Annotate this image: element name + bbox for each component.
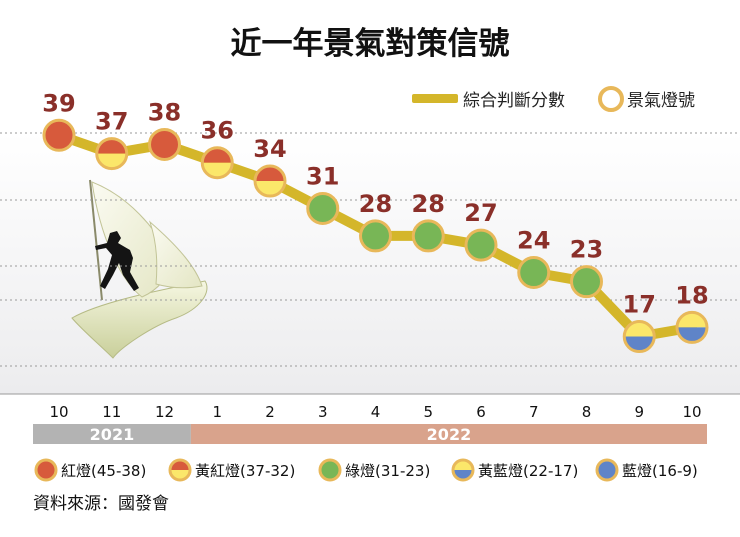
x-tick-label: 10 (682, 403, 701, 421)
data-point-red (42, 118, 76, 152)
year-label: 2022 (427, 425, 472, 444)
data-point-yellow-blue (622, 320, 656, 354)
data-point-yellow-red (200, 146, 234, 180)
data-label: 23 (570, 236, 603, 264)
legend: 綜合判斷分數 景氣燈號 (412, 86, 695, 112)
data-label: 17 (623, 291, 656, 319)
data-point-green (411, 219, 445, 253)
signal-key-item: 黃藍燈(22-17) (451, 458, 578, 482)
year-band (33, 424, 191, 444)
data-label: 37 (95, 108, 128, 136)
data-label: 28 (359, 190, 392, 218)
data-label: 34 (253, 135, 286, 163)
data-label: 39 (42, 89, 75, 117)
x-tick-label: 10 (49, 403, 68, 421)
signal-key-item: 綠燈(31-23) (318, 458, 430, 482)
x-tick-label: 6 (476, 403, 486, 421)
legend-marker-swatch (598, 86, 624, 112)
signal-key-label: 藍燈(16-9) (622, 462, 698, 480)
signal-key-item: 藍燈(16-9) (595, 458, 698, 482)
data-point-green (464, 228, 498, 262)
x-tick-label: 1 (212, 403, 222, 421)
x-tick-label: 11 (102, 403, 121, 421)
signal-key-label: 紅燈(45-38) (61, 462, 146, 480)
data-point-red (148, 127, 181, 161)
legend-marker-label: 景氣燈號 (627, 91, 695, 111)
chart-title: 近一年景氣對策信號 (231, 26, 510, 62)
year-label: 2021 (90, 425, 135, 444)
x-tick-label: 7 (529, 403, 539, 421)
signal-key-label: 綠燈(31-23) (345, 462, 430, 480)
sailboat-illustration (71, 179, 208, 359)
data-label: 31 (306, 162, 339, 190)
x-tick-label: 2 (265, 403, 275, 421)
data-point-green (570, 265, 603, 299)
x-tick-label: 3 (318, 403, 328, 421)
signal-key-item: 黃紅燈(37-32) (168, 458, 295, 482)
signal-key-label: 黃藍燈(22-17) (478, 462, 578, 480)
data-point-yellow-red (95, 137, 129, 171)
legend-line-swatch (412, 94, 458, 103)
year-band (190, 424, 707, 444)
data-label: 18 (675, 281, 708, 309)
data-label: 38 (148, 98, 181, 126)
data-point-yellow-red (253, 164, 287, 198)
data-label: 36 (201, 117, 234, 145)
x-tick-label: 9 (634, 403, 644, 421)
data-point-green (306, 191, 340, 225)
x-tick-label: 8 (582, 403, 592, 421)
x-tick-label: 12 (155, 403, 174, 421)
x-tick-label: 4 (371, 403, 381, 421)
data-point-green (359, 219, 392, 253)
data-point-yellow-blue (675, 310, 709, 344)
data-point-green (517, 256, 551, 290)
data-label: 24 (517, 227, 550, 255)
data-label: 28 (412, 190, 445, 218)
data-label: 27 (464, 199, 497, 227)
x-tick-label: 5 (423, 403, 433, 421)
source-note: 資料來源：國發會 (33, 494, 169, 514)
legend-line-label: 綜合判斷分數 (463, 91, 565, 111)
signal-key-label: 黃紅燈(37-32) (195, 462, 295, 480)
signal-key-item: 紅燈(45-38) (34, 458, 146, 482)
